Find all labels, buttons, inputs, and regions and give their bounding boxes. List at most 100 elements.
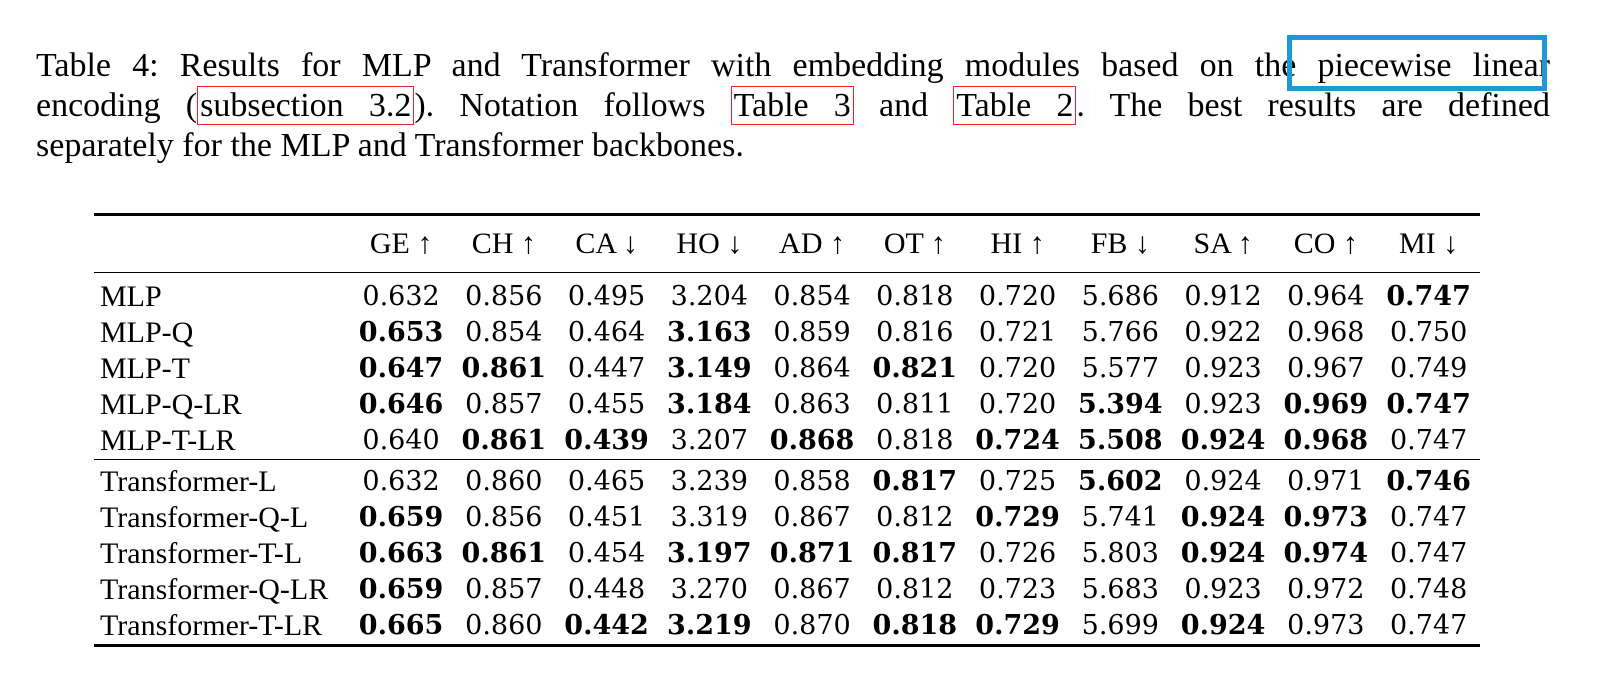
table-cell: 0.861 [461,425,547,456]
results-table: GE ↑ CH ↑ CA ↓ HO ↓ AD ↑ OT ↑ HI ↑ FB ↓ SA ↑ CO ↑… [94,213,1480,647]
column-header: OT ↑ [863,213,967,273]
table-cell: 0.665 [349,608,453,647]
table-cell: 5.741 [1081,502,1159,533]
table-cell: 0.465 [555,459,658,500]
column-header: CH ↑ [452,213,556,273]
table-cell: 0.646 [358,389,444,420]
table-cell: 0.861 [461,353,547,384]
table-cell: 0.817 [863,459,967,500]
table-cell: 3.184 [667,389,752,420]
row-label: Transformer-Q-LR [100,573,329,606]
table-cell: 3.197 [667,538,752,569]
column-header: GE ↑ [349,213,453,273]
table-cell: 0.973 [1274,608,1378,647]
table-cell: 0.454 [567,538,646,569]
table-cell: 0.632 [362,281,440,312]
row-label: Transformer-L [94,459,350,500]
table-cell: 3.319 [670,502,748,533]
table-cell: 0.924 [1180,425,1266,456]
caption-text: ). Notation follows [414,87,731,124]
row-label: MLP-T-LR [100,424,236,457]
table-cell: 0.818 [863,608,967,647]
table-cell: 0.659 [358,574,444,605]
caption-line-2: encoding (subsection 3.2). Notation foll… [36,86,1550,126]
table-cell: 0.726 [978,538,1057,569]
table-cell: 0.812 [876,574,954,605]
table-cell: 0.747 [1389,425,1468,456]
table-cell: 0.747 [1389,538,1468,569]
table-cell: 0.748 [1389,574,1468,605]
table-cell: 0.924 [1180,502,1266,533]
table-cell: 3.149 [667,353,752,384]
table-cell: 0.859 [773,317,851,348]
table-cell: 0.858 [760,459,864,500]
table-cell: 0.870 [760,608,864,647]
column-header: CO ↑ [1274,213,1378,273]
table-cell: 0.818 [876,281,954,312]
table-cell: 0.818 [876,425,954,456]
column-header: HI ↑ [966,213,1069,273]
table-cell: 0.447 [567,353,646,384]
table-cell: 0.821 [872,353,958,384]
table-row: MLP-T 0.647 0.861 0.447 3.149 0.864 0.821 0.720… [94,351,1480,387]
table-cell: 0.968 [1283,425,1369,456]
column-header: FB ↓ [1068,213,1172,273]
table-cell: 0.860 [452,459,556,500]
table-cell: 0.720 [978,281,1057,312]
table-cell: 0.725 [966,459,1069,500]
subsection-link[interactable]: subsection 3.2 [197,86,415,125]
table-cell: 0.659 [358,502,444,533]
table-row: MLP-Q 0.653 0.854 0.464 3.163 0.859 0.816 0.721… [94,315,1480,351]
table-cell: 0.973 [1283,502,1369,533]
table-row: MLP-Q-LR 0.646 0.857 0.455 3.184 0.863 0.811 0.… [94,387,1480,423]
table-cell: 0.871 [769,538,855,569]
table-cell: 0.750 [1389,317,1468,348]
table-row: Transformer-T-L 0.663 0.861 0.454 3.197 0.871… [94,536,1480,572]
table-cell: 0.747 [1377,608,1480,647]
table-3-link[interactable]: Table 3 [730,86,854,125]
table-cell: 0.922 [1184,317,1262,348]
table-cell: 0.439 [564,425,649,456]
row-label: MLP-T [100,352,190,385]
table-cell: 5.803 [1081,538,1159,569]
table-row: Transformer-Q-LR 0.659 0.857 0.448 3.270 0.86… [94,572,1480,608]
table-cell: 0.924 [1180,538,1266,569]
table-cell: 0.812 [876,502,954,533]
table-row: Transformer-L 0.632 0.860 0.465 3.239 0.858 0.… [94,459,1480,500]
table-cell: 0.964 [1287,281,1365,312]
table-2-link[interactable]: Table 2 [953,86,1077,125]
table-cell: 0.451 [567,502,646,533]
table-cell: 5.683 [1081,574,1159,605]
table-cell: 0.912 [1184,281,1262,312]
table-cell: 0.974 [1283,538,1369,569]
caption-text: and [853,87,954,124]
table-cell: 0.864 [773,353,851,384]
results-table-wrapper: GE ↑ CH ↑ CA ↓ HO ↓ AD ↑ OT ↑ HI ↑ FB ↓ SA ↑ CO ↑… [94,213,1480,647]
caption-line-1: Table 4: Results for MLP and Transformer… [36,46,1550,86]
table-cell: 5.394 [1078,389,1163,420]
caption-text: encoding ( [36,87,198,124]
table-cell: 3.204 [670,281,748,312]
table-cell: 0.746 [1377,459,1480,500]
table-cell: 0.747 [1389,502,1468,533]
table-row: Transformer-Q-L 0.659 0.856 0.451 3.319 0.867… [94,500,1480,536]
column-header: CA ↓ [555,213,658,273]
row-label: MLP-Q-LR [100,388,242,421]
table-cell: 0.856 [465,281,543,312]
table-cell: 0.868 [769,425,855,456]
table-cell: 0.729 [966,608,1069,647]
table-cell: 3.219 [657,608,761,647]
row-label-header [94,213,350,273]
table-cell: 0.972 [1287,574,1365,605]
table-caption: Table 4: Results for MLP and Transformer… [36,46,1550,166]
table-row: MLP-T-LR 0.640 0.861 0.439 3.207 0.868 0.818 0.… [94,423,1480,460]
table-cell: 0.969 [1283,389,1369,420]
table-row: MLP 0.632 0.856 0.495 3.204 0.854 0.818 0.720 5.… [94,273,1480,316]
caption-line-3: separately for the MLP and Transformer b… [36,127,744,164]
table-cell: 5.766 [1081,317,1159,348]
table-cell: 0.747 [1386,389,1471,420]
table-cell: 3.239 [657,459,761,500]
table-cell: 0.923 [1184,389,1262,420]
table-cell: 5.577 [1081,353,1159,384]
table-cell: 0.663 [358,538,444,569]
